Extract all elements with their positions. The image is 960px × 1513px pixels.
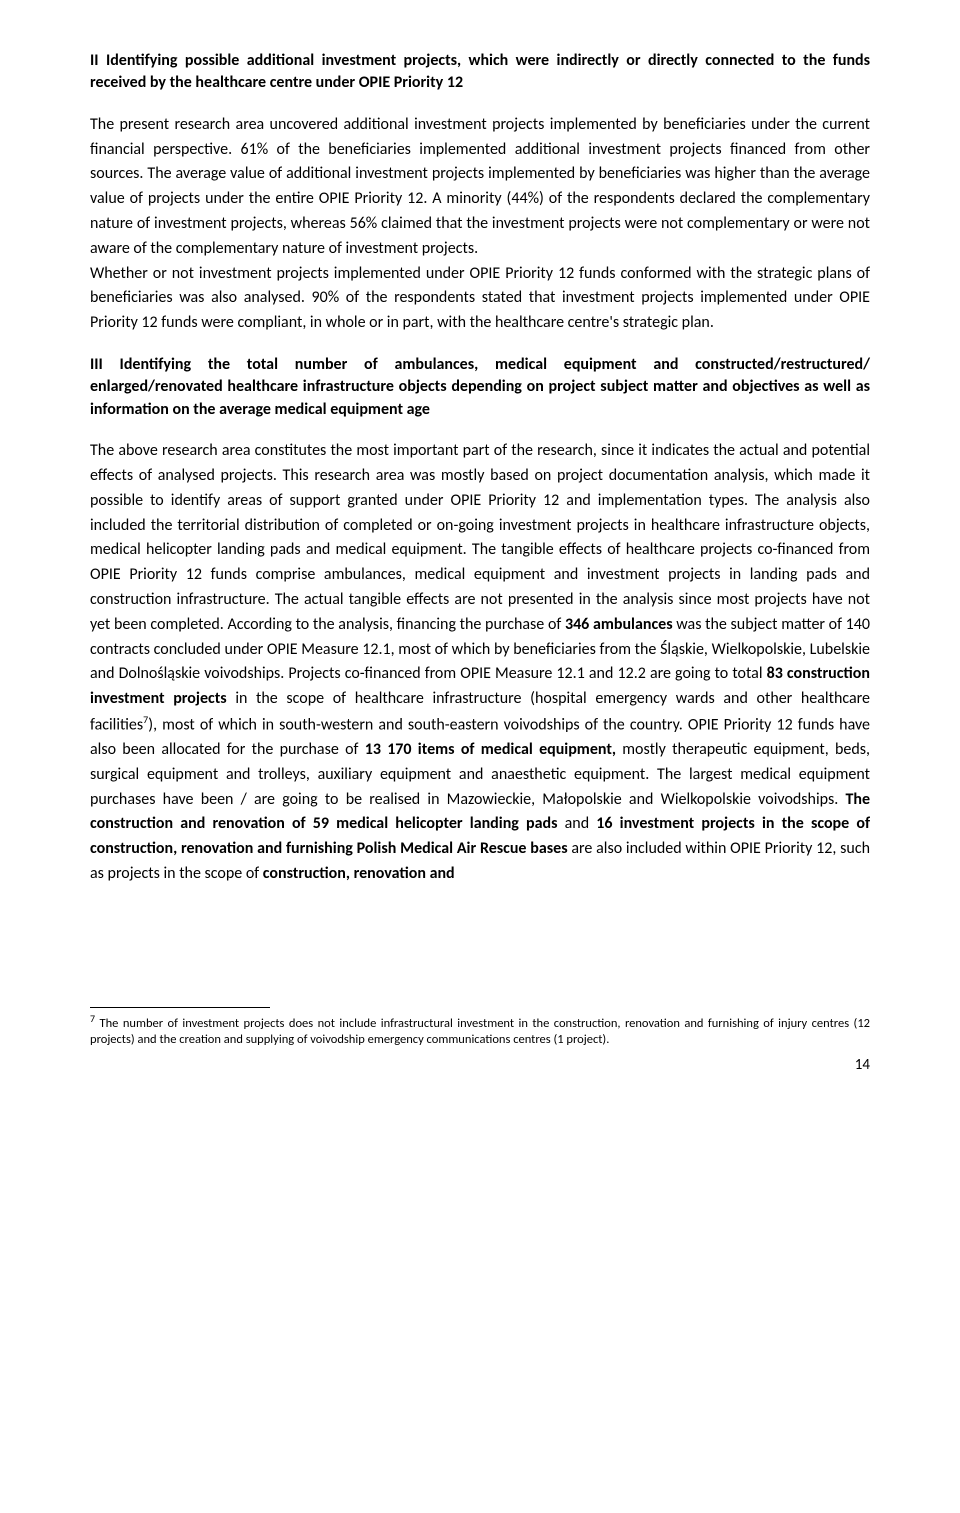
para3-bold-6: construction, renovation and [263,864,455,883]
para3-text-1: The above research area constitutes the … [90,441,870,634]
paragraph-1: The present research area uncovered addi… [90,113,870,262]
paragraph-group-1: The present research area uncovered addi… [90,113,870,336]
section-heading-3: III Identifying the total number of ambu… [90,354,870,421]
footnote-separator [90,1007,270,1008]
para3-bold-1: 346 ambulances [565,615,673,634]
para3-bold-3: 13 170 items of medical equipment, [365,740,616,759]
footnote-text-7: The number of investment projects does n… [90,1016,870,1047]
footnote-7: 7 The number of investment projects does… [90,1012,870,1049]
section-heading-2: II Identifying possible additional inves… [90,50,870,95]
para3-text-6: and [557,814,596,833]
paragraph-3: The above research area constitutes the … [90,439,870,887]
paragraph-2: Whether or not investment projects imple… [90,262,870,336]
page-number: 14 [90,1056,870,1074]
